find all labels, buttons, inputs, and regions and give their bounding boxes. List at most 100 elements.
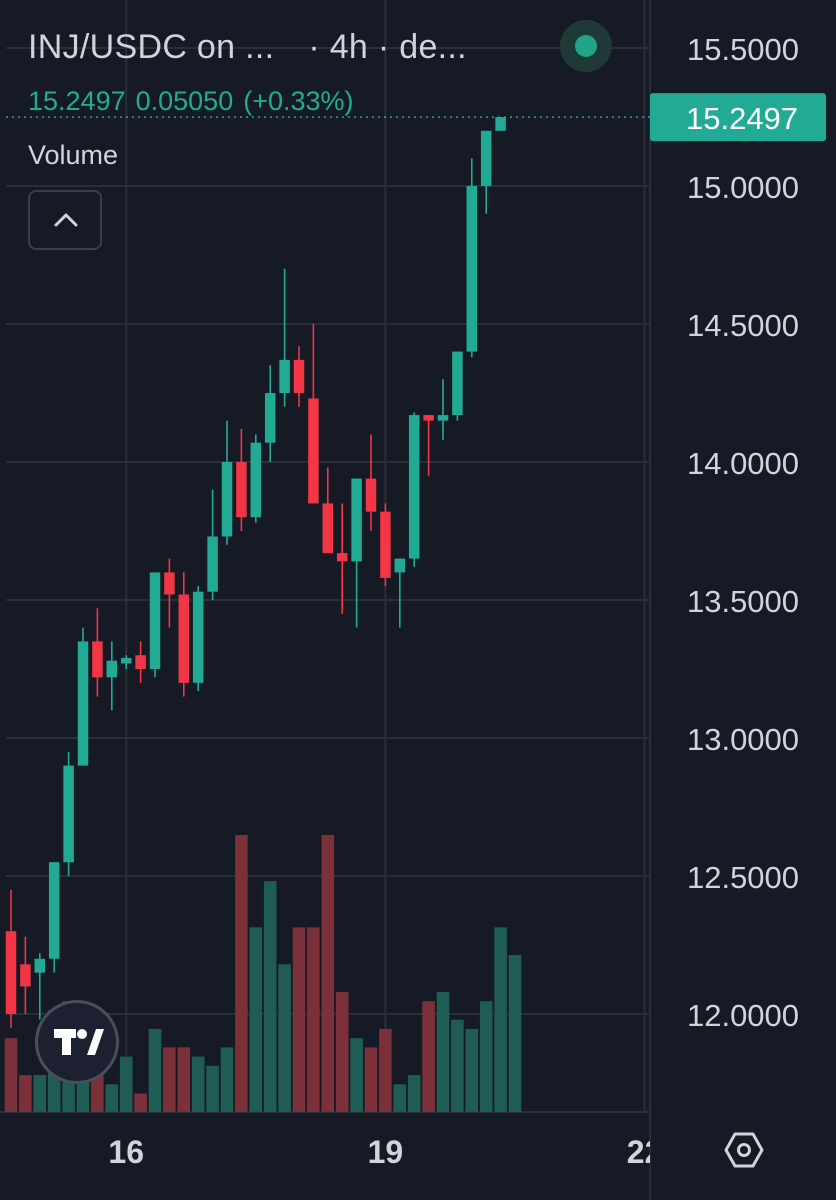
- candle: [380, 503, 391, 587]
- volume-bar: [134, 1093, 147, 1112]
- candle-body: [20, 964, 31, 987]
- volume-bar: [422, 1001, 435, 1112]
- candle-body: [452, 351, 463, 416]
- candle-body: [293, 359, 305, 393]
- candle: [293, 346, 305, 407]
- volume-bar: [19, 1075, 32, 1112]
- candle: [322, 467, 334, 554]
- candle: [34, 953, 46, 1020]
- candle: [394, 558, 406, 628]
- candle-body: [264, 393, 276, 443]
- volume-bar: [191, 1056, 205, 1112]
- candle: [351, 478, 362, 628]
- candle: [480, 130, 492, 214]
- dot-separator: ·: [377, 28, 390, 66]
- candle-body: [394, 558, 406, 573]
- volume-bar: [494, 927, 507, 1112]
- settings-button[interactable]: [722, 1128, 766, 1177]
- volume-bar: [307, 927, 320, 1112]
- candle: [336, 503, 348, 614]
- volume-bar: [119, 1056, 133, 1112]
- candle: [408, 412, 420, 567]
- volume-bar: [321, 835, 335, 1112]
- volume-bar: [4, 1038, 18, 1112]
- time-tick-label: 19: [368, 1134, 404, 1170]
- volume-bar: [148, 1028, 162, 1112]
- change-percent: (+0.33%): [243, 86, 354, 116]
- time-tick-label: 22: [627, 1134, 663, 1170]
- volume-indicator-label[interactable]: Volume: [28, 140, 119, 170]
- candle: [178, 572, 190, 697]
- candle: [92, 608, 103, 697]
- price-tick-label: 15.5000: [687, 32, 799, 67]
- volume-bar: [177, 1047, 191, 1112]
- candle: [207, 489, 218, 600]
- candle-body: [279, 359, 290, 393]
- candle: [106, 641, 118, 711]
- volume-bar: [508, 955, 522, 1112]
- candle-body: [106, 660, 118, 678]
- volume-bar: [163, 1047, 176, 1112]
- candle-body: [250, 442, 262, 518]
- price-tick-label: 14.5000: [687, 308, 799, 343]
- price-tick-label: 12.5000: [687, 860, 799, 895]
- price-summary: 15.2497 0.05050 (+0.33%): [28, 86, 364, 117]
- volume-bar: [249, 927, 263, 1112]
- candle-body: [164, 572, 175, 595]
- volume-bar: [105, 1084, 119, 1112]
- candle: [149, 572, 161, 678]
- candle-body: [308, 398, 319, 504]
- candle-body: [192, 591, 204, 683]
- change-value: 0.05050: [135, 86, 234, 116]
- last-price-value: 15.2497: [28, 86, 126, 116]
- candle: [221, 420, 233, 545]
- volume-bar: [263, 881, 277, 1112]
- candle: [452, 351, 463, 421]
- candle-body: [63, 765, 74, 863]
- candle: [495, 117, 506, 131]
- candle: [164, 558, 175, 628]
- candle-body: [480, 130, 492, 186]
- candle-body: [48, 862, 60, 959]
- candle-body: [120, 657, 132, 664]
- candle-body: [466, 186, 478, 352]
- volume-bar: [33, 1075, 47, 1112]
- candle: [279, 268, 290, 407]
- price-tick-label: 12.0000: [687, 998, 799, 1033]
- candle-body: [351, 478, 362, 562]
- volume-bar: [364, 1047, 378, 1112]
- settings-hexagon-icon: [724, 1132, 764, 1168]
- candle: [63, 751, 74, 876]
- candle-body: [77, 641, 89, 766]
- tradingview-logo-icon[interactable]: [35, 1000, 119, 1084]
- volume-bar: [436, 991, 450, 1112]
- volume-bar: [479, 1001, 493, 1112]
- volume-bar: [407, 1075, 421, 1112]
- candle: [5, 889, 17, 1028]
- volume-bar: [379, 1028, 392, 1112]
- candle-body: [221, 462, 233, 537]
- time-axis: 16 19 22: [108, 1134, 663, 1170]
- candle-body: [135, 655, 146, 669]
- last-price-tag: [650, 93, 826, 142]
- status-dot-icon: [560, 20, 612, 72]
- volume-bar: [206, 1065, 219, 1112]
- volume-bar: [465, 1028, 479, 1112]
- candle-body: [423, 415, 434, 421]
- candle: [20, 936, 31, 1014]
- price-axis: 15.5000 15.0000 14.5000 14.0000 13.5000 13.00…: [6, 32, 826, 1033]
- candle: [423, 415, 434, 476]
- candle: [308, 324, 319, 504]
- candle: [365, 434, 377, 531]
- candle-body: [236, 462, 247, 518]
- price-tick-label: 14.0000: [687, 446, 799, 481]
- volume-bar: [292, 927, 306, 1112]
- candle: [236, 428, 247, 531]
- symbol-title[interactable]: INJ/USDC on ... · 4h · de...: [28, 28, 467, 67]
- candle: [264, 365, 276, 462]
- price-tick-label: 15.0000: [687, 170, 799, 205]
- candle-body: [178, 594, 190, 683]
- volume-bar: [220, 1047, 234, 1112]
- collapse-button[interactable]: [28, 190, 102, 250]
